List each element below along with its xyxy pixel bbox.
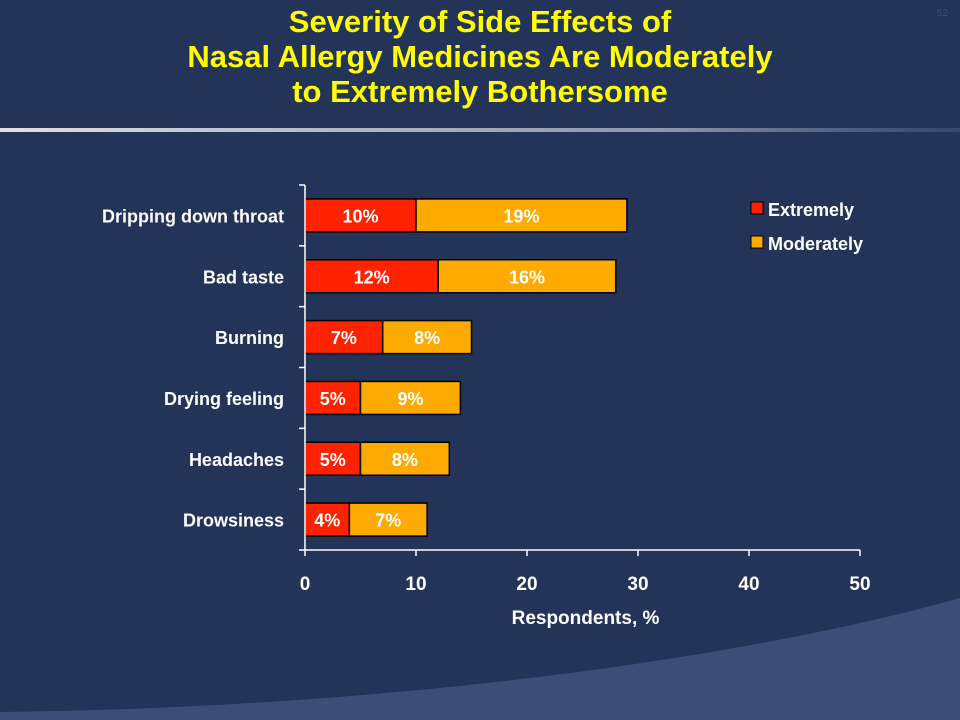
data-label-extremely-5: 5% — [320, 450, 346, 470]
bar-moderately-1 — [415, 198, 628, 233]
bar-moderately-2 — [437, 259, 617, 294]
data-label-moderately-5: 8% — [392, 450, 418, 470]
slide-title: Severity of Side Effects of Nasal Allerg… — [0, 4, 960, 109]
slide-number: 52 — [936, 8, 948, 19]
category-label-1: Dripping down throat — [102, 206, 284, 226]
corner-swoosh — [0, 598, 960, 720]
legend-swatch-extremely — [750, 201, 764, 215]
bars — [304, 198, 628, 537]
data-label-moderately-3: 8% — [414, 328, 440, 348]
data-label-extremely-3: 7% — [331, 328, 357, 348]
legend: Extremely Moderately — [750, 200, 863, 254]
title-line-3: to Extremely Bothersome — [292, 74, 668, 109]
data-label-moderately-1: 19% — [503, 206, 539, 226]
bar-extremely-5 — [304, 441, 362, 476]
legend-label-moderately: Moderately — [768, 234, 863, 254]
title-line-2: Nasal Allergy Medicines Are Moderately — [187, 39, 773, 74]
data-label-moderately-2: 16% — [509, 267, 545, 287]
bar-extremely-4 — [304, 380, 362, 416]
category-label-6: Drowsiness — [183, 511, 284, 531]
title-line-1: Severity of Side Effects of — [288, 4, 672, 39]
title-rule — [0, 128, 960, 132]
axes: 0 10 20 30 40 50 Respondents, % — [299, 184, 871, 629]
category-label-5: Headaches — [189, 450, 284, 470]
bar-moderately-5 — [359, 441, 451, 476]
data-label-extremely-2: 12% — [354, 267, 390, 287]
bar-moderately-4 — [359, 380, 462, 416]
labels: 10% 19% Dripping down throat 12% 16% Bad tast… — [102, 206, 545, 530]
category-label-3: Burning — [215, 328, 284, 348]
x-tick-label-30: 30 — [627, 574, 648, 595]
legend-swatch-moderately — [750, 235, 764, 249]
x-tick-label-0: 0 — [300, 574, 311, 595]
x-tick-label-10: 10 — [405, 574, 426, 595]
data-label-extremely-4: 5% — [320, 389, 346, 409]
data-label-extremely-6: 4% — [314, 511, 340, 531]
x-axis-title: Respondents, % — [512, 608, 660, 629]
legend-label-extremely: Extremely — [768, 200, 854, 220]
x-tick-label-40: 40 — [738, 574, 759, 595]
x-tick-label-50: 50 — [849, 574, 870, 595]
data-label-extremely-1: 10% — [342, 206, 378, 226]
bar-moderately-3 — [381, 319, 473, 355]
bar-moderately-6 — [348, 502, 428, 537]
category-label-4: Drying feeling — [164, 389, 284, 409]
category-label-2: Bad taste — [203, 267, 284, 287]
x-tick-label-20: 20 — [516, 574, 537, 595]
data-label-moderately-6: 7% — [375, 511, 401, 531]
data-label-moderately-4: 9% — [397, 389, 423, 409]
